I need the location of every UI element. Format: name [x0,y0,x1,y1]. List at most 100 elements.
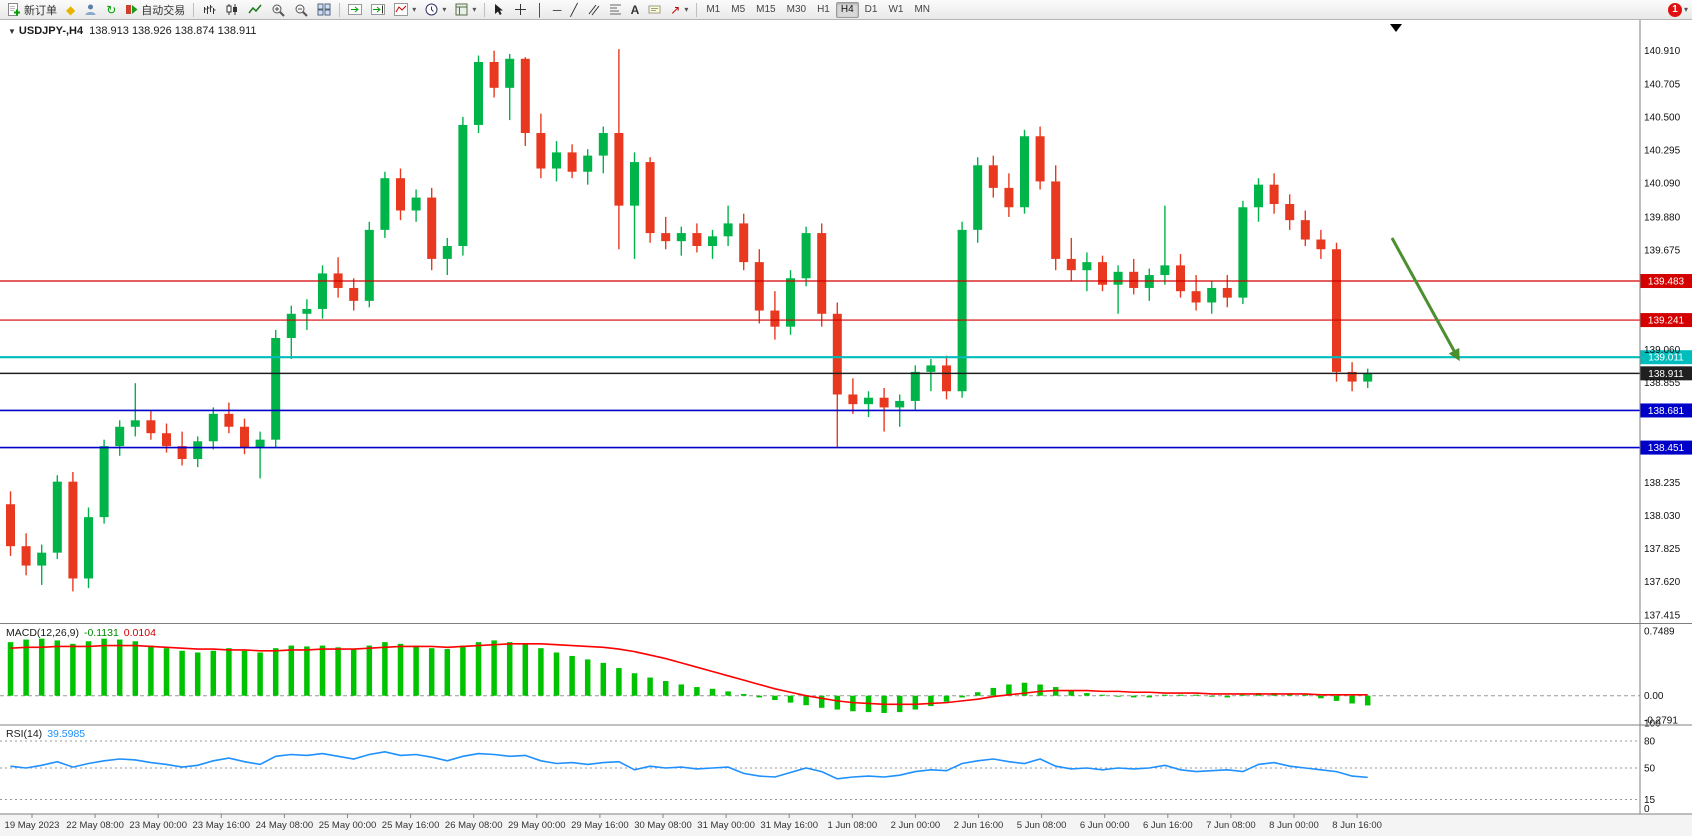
candle-body [801,233,811,279]
crosshair-icon [515,4,527,15]
macd-histogram-bar [756,695,763,698]
trendline-button[interactable]: ╱ [566,1,581,18]
crosshair-button[interactable] [510,1,531,18]
arrows-button[interactable]: ↗ ▾ [666,1,692,18]
price-badge [1640,366,1692,381]
line-chart-button[interactable] [244,1,266,18]
macd-histogram-bar [7,642,14,696]
candle-body [848,394,858,405]
candle-body [661,233,671,242]
candle-body [676,233,686,242]
channel-button[interactable] [583,1,604,18]
macd-histogram-bar [538,648,544,696]
horizontal-line-button[interactable]: ─ [549,1,566,18]
text-button[interactable]: A [627,1,644,18]
candle-body [957,229,967,392]
macd-histogram-bar [600,662,607,696]
symbol-collapse-icon[interactable]: ▼ [8,27,16,36]
candle-body [1176,265,1185,292]
timeframe-w1-button[interactable]: W1 [888,4,904,15]
notification-badge[interactable]: 1 [1667,2,1682,17]
candlestick-chart-button[interactable] [221,1,243,18]
timeframe-m1-button[interactable]: M1 [706,4,721,15]
indicators-button[interactable]: ▾ [390,1,420,18]
time-axis-label: 31 May 16:00 [760,820,818,831]
macd-histogram-bar [397,643,404,696]
macd-histogram-bar [241,650,248,696]
macd-histogram-bar [210,650,217,696]
symbol-info[interactable]: ▼ USDJPY-,H4 138.913 138.926 138.874 138.9… [8,25,257,37]
price-axis-label: 140.910 [1644,46,1681,57]
timeframe-d1-button[interactable]: D1 [864,4,878,15]
cursor-button[interactable] [489,1,509,18]
macd-histogram-bar [990,687,997,696]
macd-histogram-bar [928,695,934,707]
candle-body [1004,187,1014,208]
rsi-indicator-label: RSI(14) 39.5985 [6,728,85,740]
templates-button[interactable]: ▾ [451,1,480,18]
timeframe-m5-button[interactable]: M5 [731,4,746,15]
candle-body [6,504,15,547]
price-badge [1640,403,1692,418]
new-order-button[interactable]: 新订单 [4,1,61,18]
zoom-in-button[interactable] [267,1,289,18]
chevron-down-icon: ▾ [472,5,477,14]
price-axis-label: 139.880 [1644,212,1681,223]
price-badge [1640,350,1692,365]
time-axis-label: 31 May 00:00 [697,820,755,831]
trend-arrow-annotation[interactable] [1390,237,1460,362]
symbols-button[interactable]: ◆ [62,1,79,18]
vertical-line-button[interactable]: │ [532,1,548,18]
timeframe-mn-button[interactable]: MN [914,4,931,15]
bar-chart-button[interactable] [198,1,220,18]
candle-body [302,308,312,314]
refresh-button[interactable]: ↻ [102,1,120,18]
price-axis-label: 138.235 [1644,478,1681,489]
trendline-icon: ╱ [570,2,578,17]
macd-histogram-bar [662,681,669,696]
periods-button[interactable]: ▾ [421,1,450,18]
macd-histogram-bar [304,646,310,696]
candle-body [52,481,62,553]
toolbar-overflow-button[interactable]: ▾ [1683,5,1688,14]
fibonacci-button[interactable] [605,1,626,18]
autotrade-button[interactable]: 自动交易 [121,1,189,18]
candle-body [910,371,920,401]
tile-windows-button[interactable] [313,1,335,18]
macd-histogram-bar [1021,682,1028,696]
autotrade-icon [126,5,138,14]
macd-histogram-bar [382,642,388,696]
time-axis-label: 23 May 16:00 [193,820,251,831]
candle-body [832,313,842,395]
macd-histogram-bar [803,695,809,706]
macd-histogram-bar [647,677,653,696]
macd-histogram-bar [54,640,61,696]
text-label-button[interactable] [644,1,665,18]
chart-shift-button[interactable] [367,1,389,18]
timeframe-h4-button[interactable]: H4 [835,1,859,18]
candle-body [380,178,390,230]
timeframe-h1-button[interactable]: H1 [817,4,830,15]
macd-histogram-bar [1037,684,1043,696]
macd-histogram-bar [179,650,185,696]
cursor-icon [495,4,504,15]
candlestick-series [6,49,1373,592]
candle-body [84,517,93,579]
navigator-button[interactable] [80,1,101,18]
rsi-axis-label: 80 [1644,737,1656,748]
time-axis-label: 8 Jun 16:00 [1332,820,1382,831]
chart-shift-marker[interactable] [1390,24,1402,32]
price-axis-label: 140.295 [1644,145,1681,156]
time-axis-label: 6 Jun 00:00 [1080,820,1130,831]
zoom-out-button[interactable] [290,1,312,18]
candle-body [130,420,140,427]
candle-body [1347,371,1357,382]
autoscroll-button[interactable] [344,1,366,18]
timeframe-m15-button[interactable]: M15 [756,4,776,15]
macd-histogram-bar [350,649,357,696]
timeframe-m30-button[interactable]: M30 [786,4,807,15]
candle-body [630,162,639,206]
macd-histogram-bar [772,695,778,701]
symbols-icon: ◆ [66,2,76,17]
